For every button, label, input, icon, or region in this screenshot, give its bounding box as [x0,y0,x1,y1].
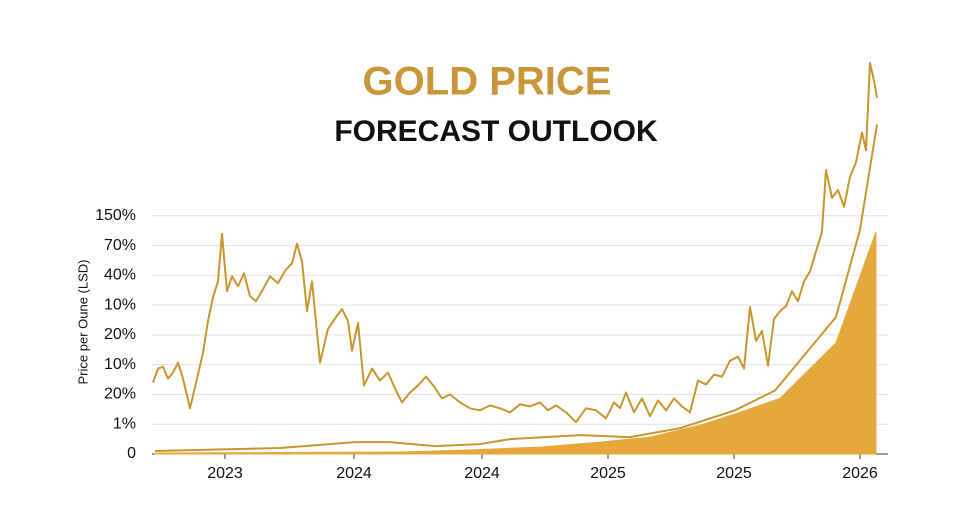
y-tick-label: 0 [127,445,136,462]
x-tick-label: 2026 [842,465,878,482]
y-tick-label: 40% [104,267,136,284]
y-tick-label: 10% [104,356,136,373]
y-tick-label: 20% [104,386,136,403]
x-tick-label: 2024 [336,465,372,482]
y-tick-label: 20% [104,326,136,343]
x-tick-label: 2023 [207,465,243,482]
line [152,62,878,424]
line [154,124,878,452]
y-tick-label: 70% [104,237,136,254]
chart-title: GOLD PRICE [363,60,612,104]
x-tick-label: 2025 [590,465,626,482]
y-tick-label: 1% [113,415,136,432]
y-tick-label: 150% [95,207,136,224]
area [154,231,877,455]
y-tick-label: 10% [104,296,136,313]
chart-subtitle: FORECAST OUTLOOK [334,115,658,148]
x-tick-label: 2025 [716,465,752,482]
x-tick-label: 2024 [464,465,500,482]
y-axis-label: Price per Oune (LSD) [75,260,90,385]
